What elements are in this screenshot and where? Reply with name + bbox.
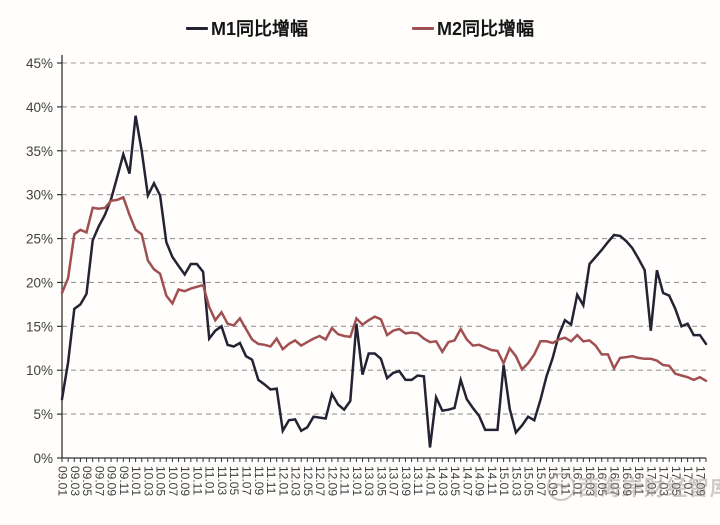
x-tick-label: 09.03 <box>68 466 82 496</box>
x-tick-label: 16.01 <box>571 466 585 496</box>
legend-label-m2: M2同比增幅 <box>437 19 535 39</box>
x-tick-label: 12.05 <box>301 466 315 496</box>
y-tick-label: 20% <box>26 275 53 290</box>
x-tick-label: 09.07 <box>92 466 106 496</box>
y-tick-label: 0% <box>33 451 53 466</box>
x-tick-label: 14.07 <box>460 466 474 496</box>
x-tick-label: 11.05 <box>227 466 241 495</box>
x-tick-label: 17.09 <box>693 466 707 496</box>
x-tick-label: 11.09 <box>252 466 266 495</box>
x-tick-label: 09.05 <box>80 466 94 496</box>
x-tick-label: 13.01 <box>350 466 364 496</box>
x-tick-label: 15.07 <box>534 466 548 496</box>
x-tick-label: 17.07 <box>681 466 695 496</box>
x-tick-label: 13.09 <box>399 466 413 496</box>
x-tick-label: 17.03 <box>657 466 671 496</box>
x-tick-label: 15.09 <box>546 466 560 496</box>
x-tick-label: 10.11 <box>190 466 204 495</box>
m2-series-line <box>60 195 708 383</box>
x-tick-label: 14.03 <box>436 466 450 496</box>
m1-series-line <box>60 115 708 448</box>
y-tick-label: 15% <box>26 319 53 334</box>
x-tick-label: 14.09 <box>473 466 487 496</box>
x-tick-label: 17.05 <box>669 466 683 496</box>
chart-legend: M1同比增幅 M2同比增幅 <box>0 12 720 44</box>
x-tick-label: 11.03 <box>215 466 229 495</box>
x-tick-label: 14.11 <box>485 466 499 495</box>
x-tick-label: 15.05 <box>522 466 536 496</box>
x-tick-label: 13.07 <box>387 466 401 496</box>
y-tick-label: 40% <box>26 100 53 115</box>
x-tick-label: 12.11 <box>338 466 352 495</box>
x-tick-label: 15.01 <box>497 466 511 496</box>
m2-legend-line-icon <box>412 26 434 30</box>
y-tick-label: 5% <box>33 407 53 422</box>
x-tick-label: 15.11 <box>558 466 572 495</box>
x-tick-label: 11.07 <box>240 466 254 495</box>
x-tick-label: 10.07 <box>166 466 180 496</box>
x-tick-label: 16.11 <box>632 466 646 495</box>
legend-item-m1: M1同比增幅 <box>185 15 308 41</box>
x-tick-label: 15.03 <box>509 466 523 496</box>
y-tick-label: 30% <box>26 188 53 203</box>
legend-item-m2: M2同比增幅 <box>412 15 534 41</box>
x-tick-label: 17.01 <box>644 466 658 496</box>
x-tick-label: 10.03 <box>141 466 155 496</box>
x-tick-label: 10.09 <box>178 466 192 496</box>
y-tick-label: 10% <box>26 363 53 378</box>
y-tick-label: 25% <box>26 232 53 247</box>
x-tick-label: 16.07 <box>608 466 622 496</box>
x-tick-label: 16.03 <box>583 466 597 496</box>
x-tick-label: 13.05 <box>374 466 388 496</box>
legend-label-m1: M1同比增幅 <box>210 19 308 39</box>
x-tick-label: 12.01 <box>276 466 290 496</box>
x-tick-label: 12.07 <box>313 466 327 496</box>
x-tick-label: 13.11 <box>411 466 425 495</box>
x-tick-label: 09.11 <box>117 466 131 495</box>
x-tick-label: 11.11 <box>264 466 278 495</box>
y-tick-label: 45% <box>26 56 53 71</box>
x-tick-label: 16.05 <box>595 466 609 496</box>
x-tick-label: 11.01 <box>203 466 217 495</box>
x-tick-label: 16.09 <box>620 466 634 496</box>
m1-legend-line-icon <box>185 26 208 30</box>
y-tick-label: 35% <box>26 144 53 159</box>
x-tick-label: 14.01 <box>424 466 438 496</box>
x-tick-label: 12.09 <box>325 466 339 496</box>
x-tick-label: 12.03 <box>289 466 303 496</box>
x-tick-label: 14.05 <box>448 466 462 496</box>
x-tick-label: 10.05 <box>154 466 168 496</box>
x-tick-label: 13.03 <box>362 466 376 496</box>
x-tick-label: 10.01 <box>129 466 143 496</box>
x-tick-label: 09.09 <box>105 466 119 496</box>
x-tick-label: 09.01 <box>56 466 70 496</box>
